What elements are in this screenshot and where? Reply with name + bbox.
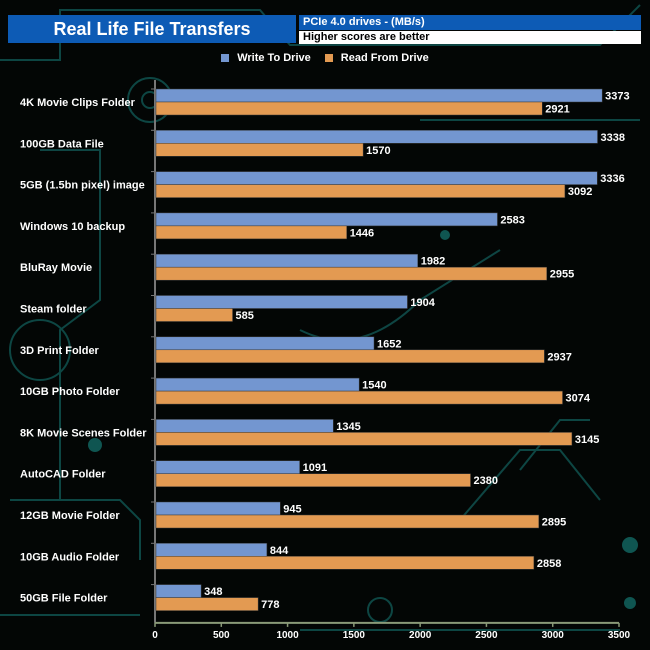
value-label-read: 3092 xyxy=(568,186,592,198)
value-label-write: 3336 xyxy=(600,173,624,185)
bar-read xyxy=(155,266,547,281)
value-label-read: 2955 xyxy=(550,269,574,281)
value-label-read: 3145 xyxy=(575,434,599,446)
legend-item-write: Write To Drive xyxy=(221,52,311,64)
category-label: 100GB Data File xyxy=(20,138,104,150)
value-label-read: 585 xyxy=(236,310,254,322)
value-label-read: 1446 xyxy=(350,227,374,239)
category-label: 10GB Photo Folder xyxy=(20,386,120,398)
bar-write xyxy=(155,460,300,474)
bar-write xyxy=(155,130,598,144)
legend-label-read: Read From Drive xyxy=(340,52,429,64)
bar-read xyxy=(155,432,573,446)
category-label: 12GB Movie Folder xyxy=(20,510,120,522)
bar-read xyxy=(155,308,233,322)
value-label-write: 1540 xyxy=(362,380,386,392)
value-label-write: 2583 xyxy=(500,214,524,226)
legend-label-write: Write To Drive xyxy=(237,52,311,64)
bar-write xyxy=(155,419,334,433)
bar-read xyxy=(155,101,543,116)
x-tick-label: 3000 xyxy=(542,630,565,641)
bar-write xyxy=(155,212,498,227)
x-tick-label: 1000 xyxy=(276,630,299,641)
chart-note: Higher scores are better xyxy=(299,31,641,44)
value-label-write: 1652 xyxy=(377,338,401,350)
bar-read xyxy=(155,349,545,364)
value-label-write: 1982 xyxy=(421,256,445,268)
x-tick-label: 2500 xyxy=(475,630,498,641)
x-tick-label: 1500 xyxy=(343,630,366,641)
value-label-write: 1091 xyxy=(303,462,327,474)
value-label-write: 1904 xyxy=(410,297,435,309)
category-label: Steam folder xyxy=(20,304,87,316)
bar-read xyxy=(155,556,535,570)
x-tick-label: 2000 xyxy=(409,630,432,641)
bar-read xyxy=(155,473,471,487)
x-tick-label: 0 xyxy=(152,630,158,641)
category-label: 5GB (1.5bn pixel) image xyxy=(20,180,145,192)
bar-write xyxy=(155,88,603,103)
value-label-read: 2921 xyxy=(545,104,569,116)
bar-write xyxy=(155,253,419,268)
category-label: 4K Movie Clips Folder xyxy=(20,97,136,109)
legend: Write To Drive Read From Drive xyxy=(0,52,650,64)
category-label: BluRay Movie xyxy=(20,262,92,274)
category-label: 3D Print Folder xyxy=(20,345,100,357)
value-label-write: 348 xyxy=(204,586,222,598)
bar-write xyxy=(155,336,375,351)
chart-subtitle: PCIe 4.0 drives - (MB/s) xyxy=(299,15,641,30)
category-label: Windows 10 backup xyxy=(20,221,125,233)
value-label-read: 778 xyxy=(261,599,279,611)
category-label: 10GB Audio Folder xyxy=(20,551,120,563)
category-label: AutoCAD Folder xyxy=(20,469,106,481)
value-label-write: 3338 xyxy=(601,132,625,144)
chart-title: Real Life File Transfers xyxy=(8,15,296,43)
value-label-read: 3074 xyxy=(566,393,591,405)
legend-item-read: Read From Drive xyxy=(324,52,429,64)
bar-write xyxy=(155,377,360,392)
bar-write xyxy=(155,295,408,309)
bar-read xyxy=(155,184,566,198)
value-label-write: 3373 xyxy=(605,91,629,103)
value-label-write: 1345 xyxy=(336,421,360,433)
x-tick-label: 3500 xyxy=(608,630,631,641)
x-tick-label: 500 xyxy=(213,630,230,641)
value-label-read: 1570 xyxy=(366,145,390,157)
bar-write xyxy=(155,171,598,185)
bar-read xyxy=(155,597,259,611)
value-label-write: 945 xyxy=(283,504,301,516)
legend-swatch-read xyxy=(324,54,333,62)
bar-read xyxy=(155,514,540,529)
value-label-read: 2380 xyxy=(474,475,498,487)
bar-write xyxy=(155,501,281,516)
value-label-read: 2858 xyxy=(537,558,561,570)
bar-read xyxy=(155,390,563,405)
category-label: 8K Movie Scenes Folder xyxy=(20,427,147,439)
bar-write xyxy=(155,584,202,598)
category-label: 50GB File Folder xyxy=(20,593,108,605)
value-label-write: 844 xyxy=(270,545,289,557)
bar-read xyxy=(155,225,347,240)
bar-write xyxy=(155,543,268,557)
legend-swatch-write xyxy=(221,54,230,62)
bar-read xyxy=(155,143,364,157)
value-label-read: 2895 xyxy=(542,517,566,529)
value-label-read: 2937 xyxy=(547,351,571,363)
